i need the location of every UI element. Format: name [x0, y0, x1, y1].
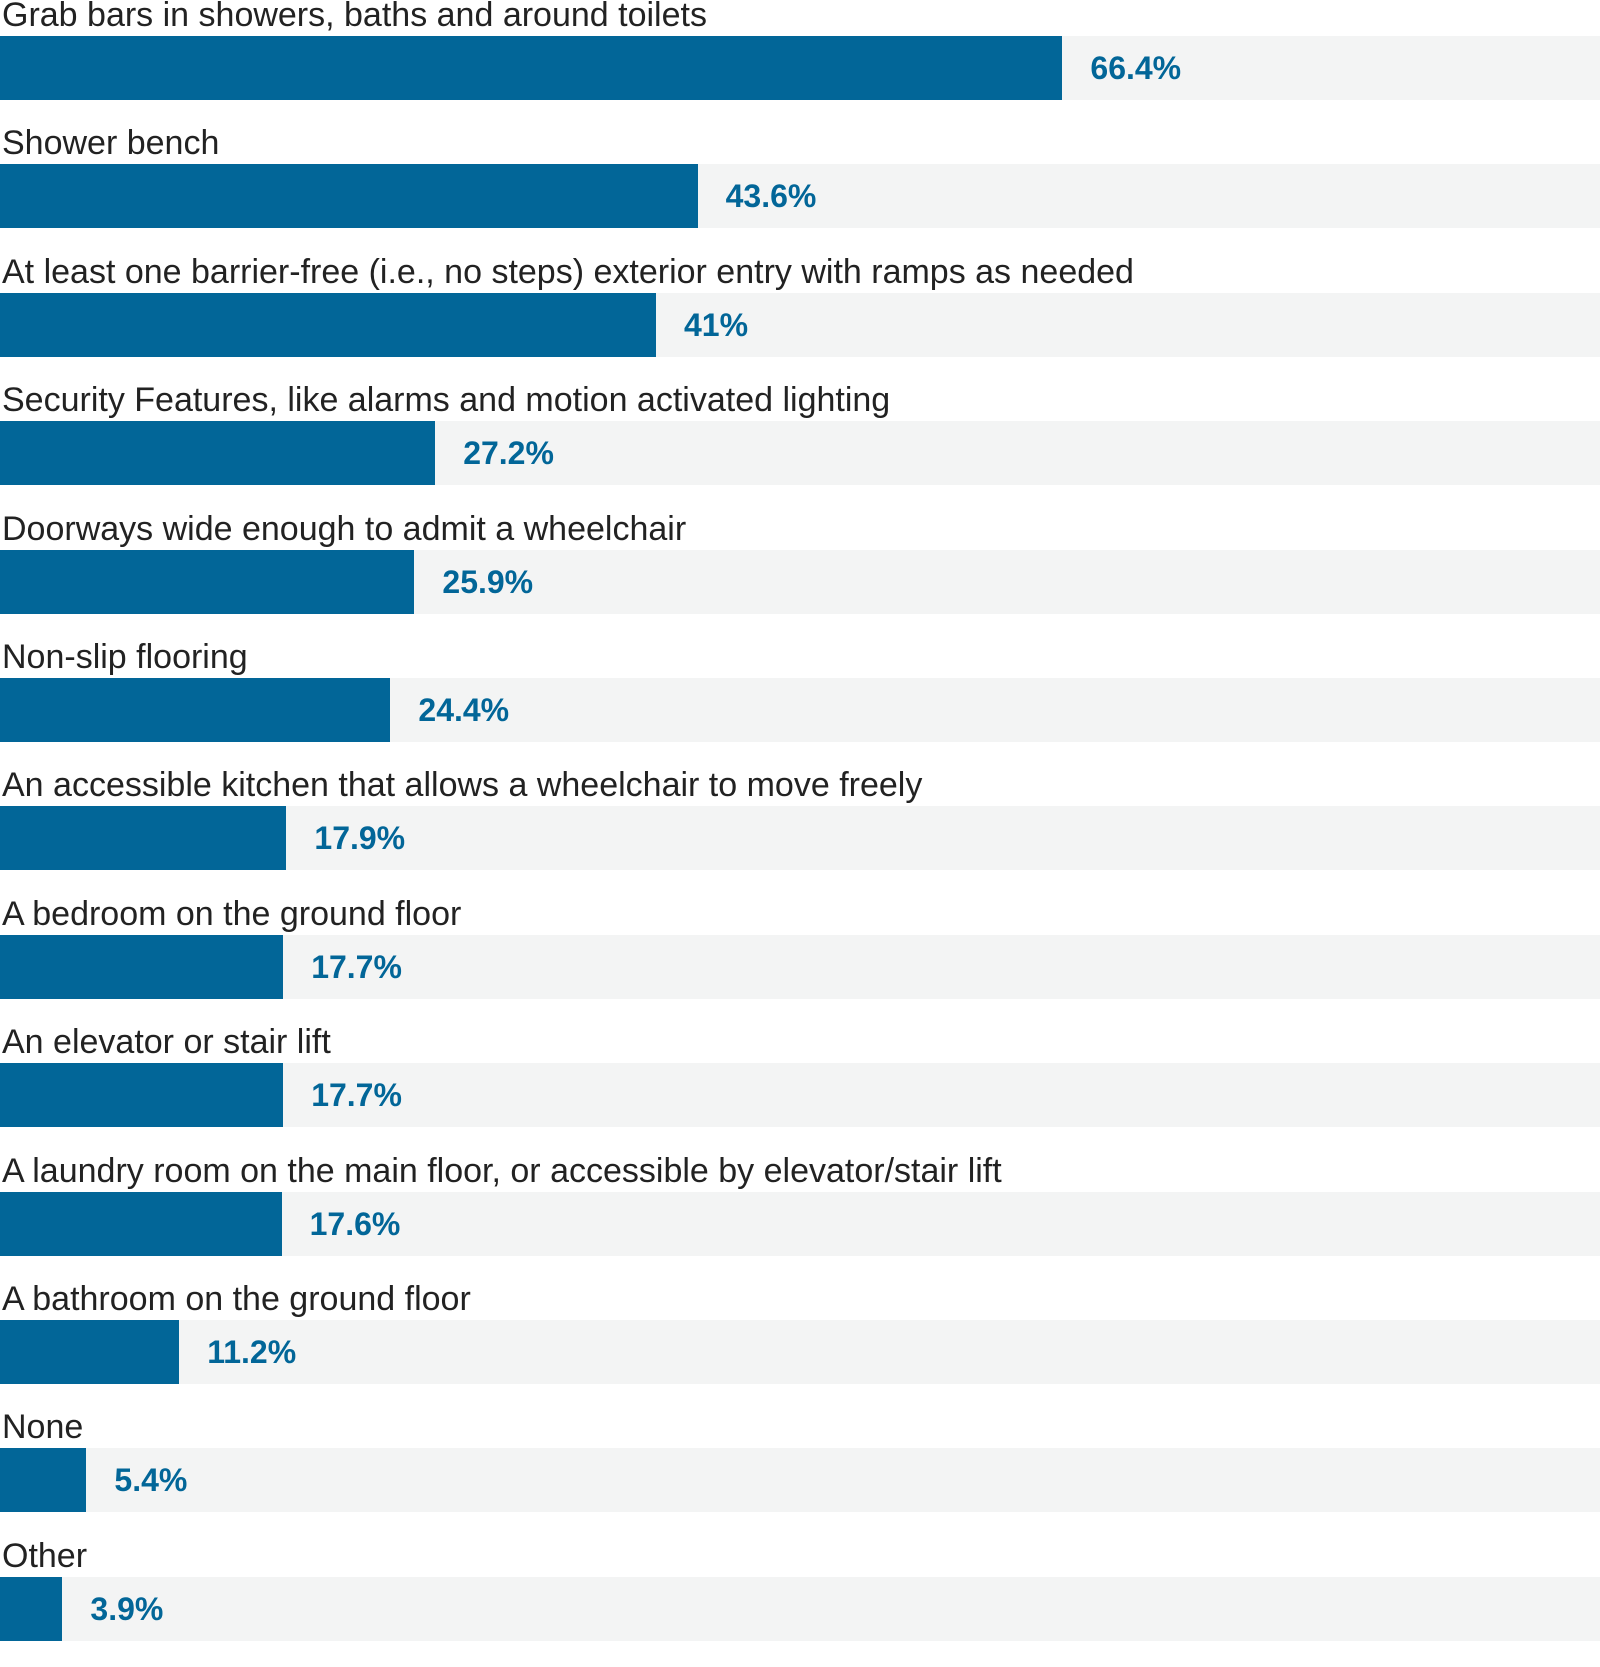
- bar-track: 66.4%: [0, 36, 1600, 100]
- bar: [0, 1320, 180, 1384]
- bar: [0, 164, 698, 229]
- category-label: A bathroom on the ground floor: [2, 1280, 471, 1318]
- value-label: 11.2%: [207, 1334, 297, 1370]
- bar: [0, 806, 287, 871]
- category-label: Non-slip flooring: [2, 638, 248, 676]
- bar: [0, 549, 415, 614]
- value-label: 17.7%: [311, 1077, 402, 1114]
- bar-row: Doorways wide enough to admit a wheelcha…: [0, 512, 1600, 640]
- bar-track: 17.6%: [0, 1191, 1600, 1256]
- value-label: 66.4%: [1090, 50, 1182, 86]
- bar-row: A bedroom on the ground floor 17.7%: [0, 897, 1600, 1025]
- bar: [0, 1448, 87, 1513]
- bar-track: 24.4%: [0, 678, 1600, 742]
- bar: [0, 292, 656, 357]
- bar: [0, 678, 391, 742]
- value-label: 41%: [684, 306, 749, 343]
- bar-track: 43.6%: [0, 164, 1600, 229]
- bar-row: None 5.4%: [0, 1410, 1600, 1538]
- bar-row: Security Features, like alarms and motio…: [0, 383, 1600, 511]
- bar: [0, 934, 284, 999]
- bar-row: Other 3.9%: [0, 1539, 1600, 1667]
- bar-row: An elevator or stair lift 17.7%: [0, 1025, 1600, 1153]
- value-label: 17.9%: [314, 820, 406, 857]
- category-label: At least one barrier-free (i.e., no step…: [2, 252, 1134, 291]
- category-label: Other: [2, 1536, 88, 1575]
- bar: [0, 421, 436, 486]
- category-label: A laundry room on the main floor, or acc…: [2, 1151, 1002, 1190]
- bar-row: Non-slip flooring 24.4%: [0, 640, 1600, 768]
- bar: [0, 1191, 282, 1256]
- value-label: 17.7%: [311, 948, 402, 985]
- bar: [0, 36, 1063, 100]
- value-label: 5.4%: [114, 1462, 188, 1499]
- category-label: Grab bars in showers, baths and around t…: [2, 0, 707, 34]
- bar-row: At least one barrier-free (i.e., no step…: [0, 255, 1600, 383]
- category-label: Shower bench: [2, 124, 220, 163]
- value-label: 17.6%: [309, 1205, 401, 1242]
- bar-track: 17.9%: [0, 806, 1600, 871]
- category-label: An elevator or stair lift: [2, 1023, 331, 1062]
- bar-track: 11.2%: [0, 1320, 1600, 1384]
- value-label: 27.2%: [463, 435, 554, 472]
- bar: [0, 1576, 63, 1641]
- category-label: Security Features, like alarms and motio…: [2, 381, 891, 420]
- bar-track: 25.9%: [0, 549, 1600, 614]
- bar-track: 5.4%: [0, 1448, 1600, 1513]
- bar-track: 17.7%: [0, 1063, 1600, 1128]
- bar-track: 17.7%: [0, 934, 1600, 999]
- category-label: Doorways wide enough to admit a wheelcha…: [2, 509, 687, 548]
- category-label: None: [2, 1408, 84, 1447]
- bar-track: 3.9%: [0, 1576, 1600, 1641]
- value-label: 3.9%: [90, 1590, 164, 1627]
- bar-track: 41%: [0, 292, 1600, 357]
- value-label: 24.4%: [418, 692, 510, 728]
- category-label: A bedroom on the ground floor: [2, 894, 462, 933]
- bar-row: A bathroom on the ground floor 11.2%: [0, 1282, 1600, 1410]
- bar-row: An accessible kitchen that allows a whee…: [0, 768, 1600, 896]
- value-label: 25.9%: [442, 563, 534, 600]
- category-label: An accessible kitchen that allows a whee…: [2, 766, 923, 805]
- bar-row: Shower bench 43.6%: [0, 126, 1600, 254]
- bar-track: 27.2%: [0, 421, 1600, 486]
- bar-row: A laundry room on the main floor, or acc…: [0, 1154, 1600, 1282]
- bar-row: Grab bars in showers, baths and around t…: [0, 0, 1600, 126]
- value-label: 43.6%: [725, 178, 817, 215]
- bar: [0, 1063, 284, 1128]
